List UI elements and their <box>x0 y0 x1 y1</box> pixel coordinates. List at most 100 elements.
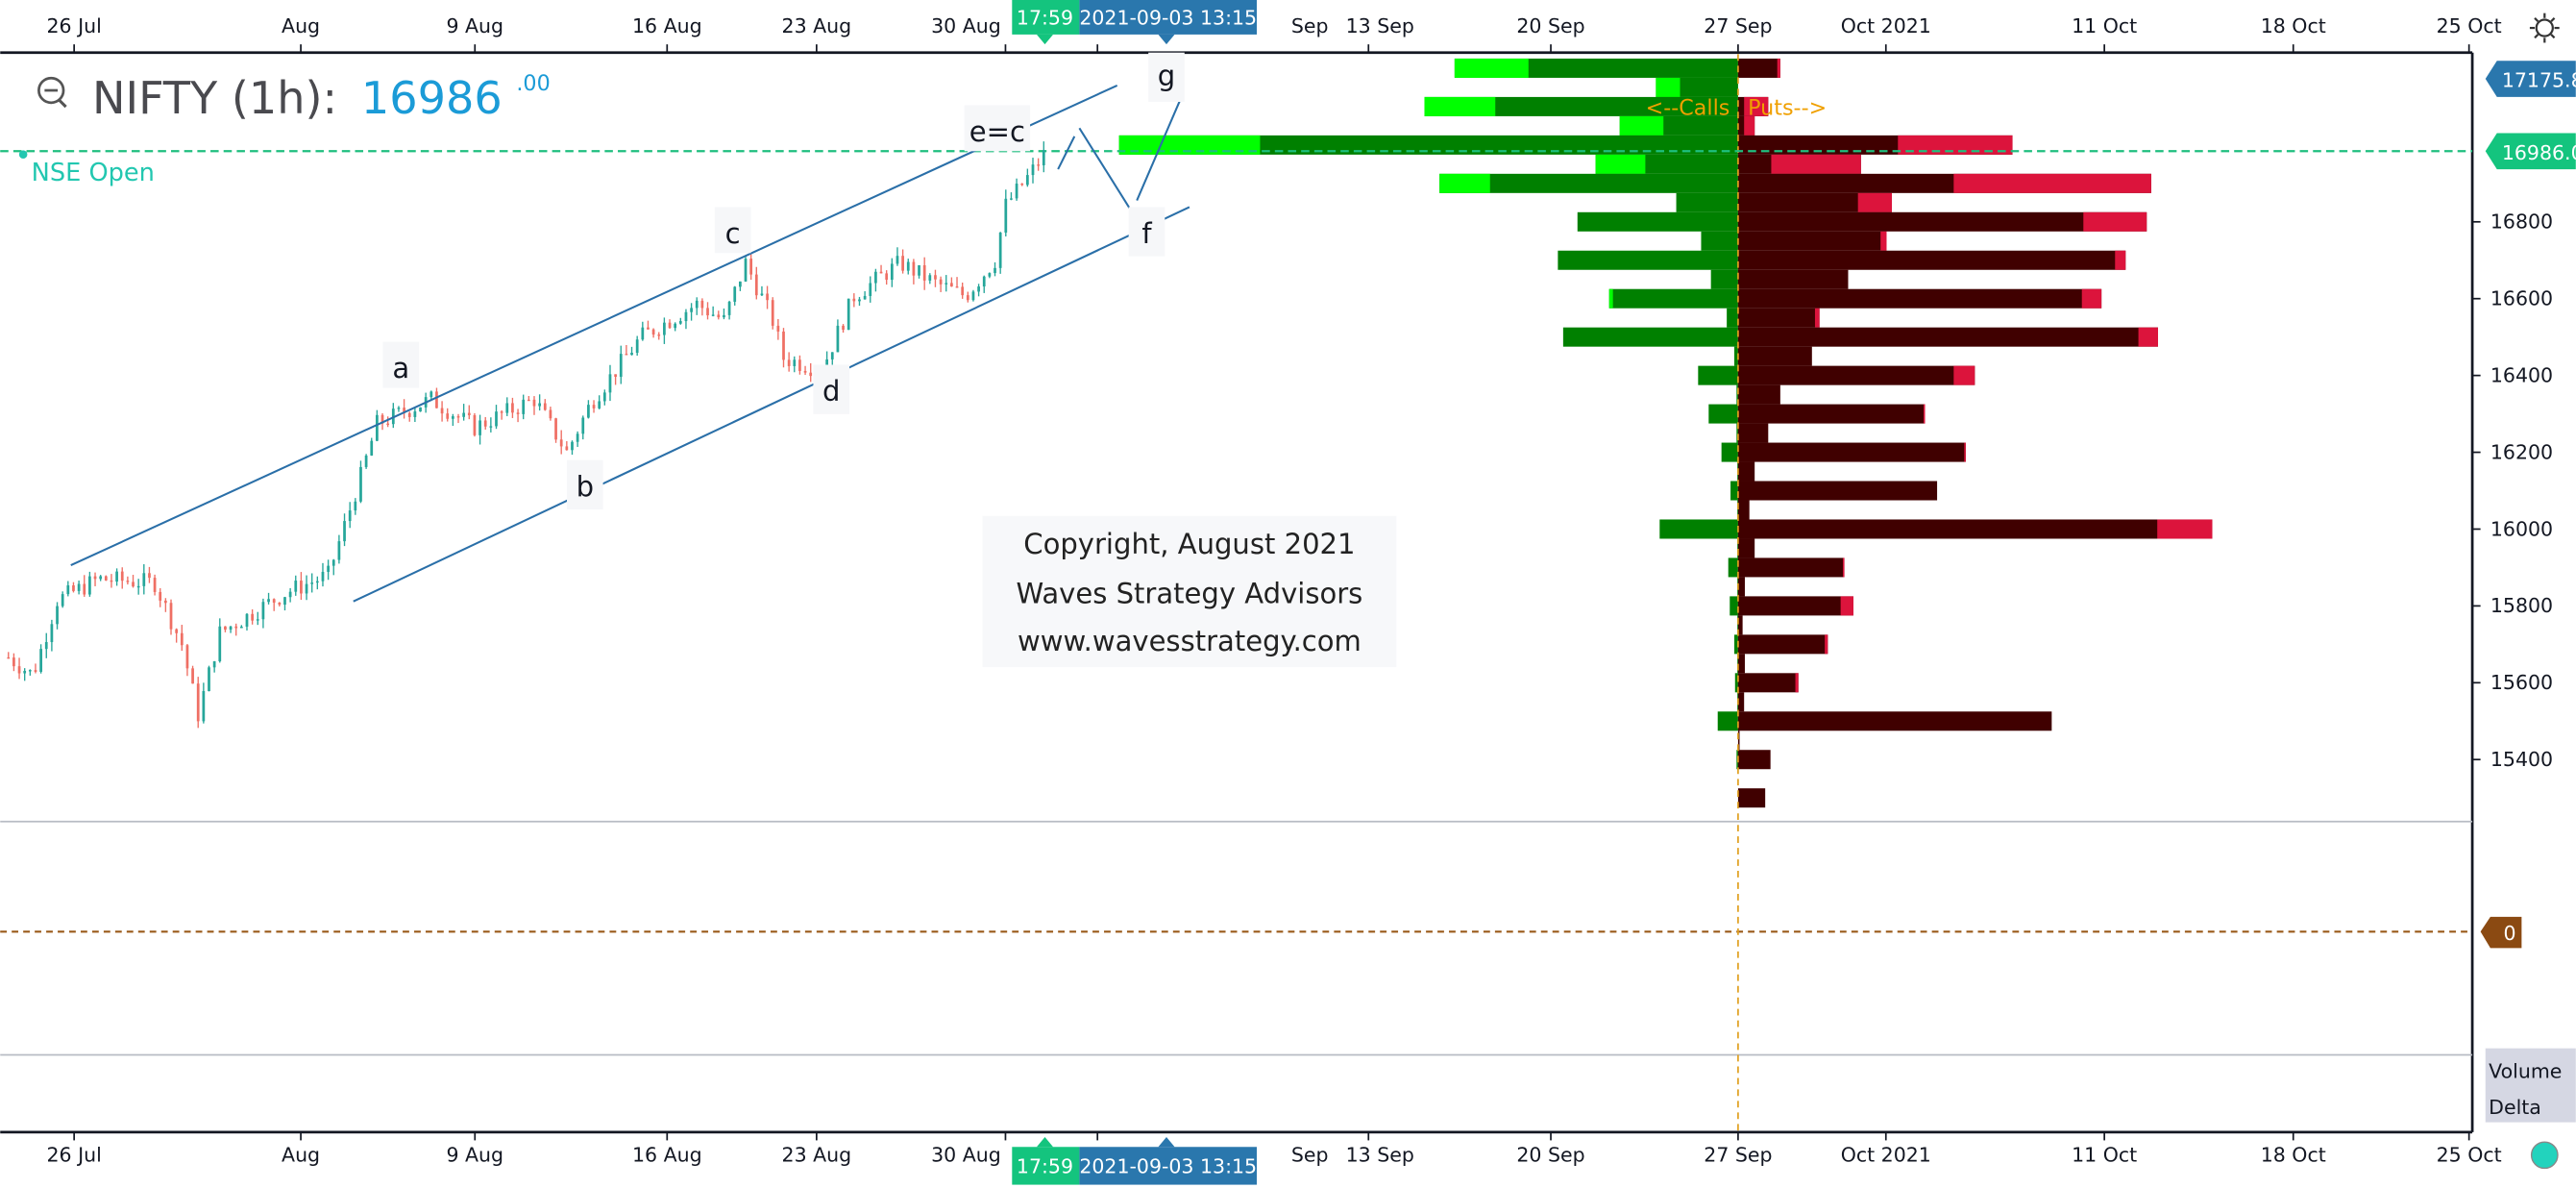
candle <box>142 564 146 595</box>
candle <box>950 277 953 287</box>
pane-legend[interactable]: Volume Delta <box>2485 1048 2576 1123</box>
calls-label: <--Calls <box>1646 96 1730 121</box>
candle <box>723 308 725 320</box>
candle <box>331 558 335 576</box>
price-tick-label: 15800 <box>2490 594 2553 617</box>
candle <box>1025 168 1029 187</box>
candle <box>890 258 894 287</box>
time-tick-label: 23 Aug <box>782 14 852 37</box>
candle <box>397 406 401 412</box>
time-tick-label: 25 Oct <box>2437 1144 2502 1167</box>
wave-label-d[interactable]: d <box>822 375 840 408</box>
channel-lower-line[interactable] <box>353 206 1190 603</box>
wave-label-g[interactable]: g <box>1158 60 1175 92</box>
candle <box>370 437 374 457</box>
candle <box>749 254 753 281</box>
puts-change-bar <box>1857 192 1892 212</box>
candle <box>527 396 530 402</box>
status-indicator-icon[interactable] <box>2530 1141 2559 1170</box>
candle <box>34 663 37 674</box>
puts-change-bar <box>1880 231 1887 251</box>
candle <box>239 625 243 629</box>
wave-label-b[interactable]: b <box>577 470 594 503</box>
candle <box>148 566 151 583</box>
puts-change-bar <box>2157 519 2213 539</box>
candle <box>776 319 780 340</box>
calls-bar <box>1727 308 1738 328</box>
crosshair-top-labels: 17:59 2021-09-03 13:15 <box>1012 0 1257 45</box>
candle <box>185 643 189 677</box>
candle <box>955 277 959 288</box>
channel-upper-line[interactable] <box>70 84 1118 567</box>
candle <box>321 562 325 587</box>
session-dot-icon <box>18 150 28 159</box>
last-price-tag-text: 16986.0 <box>2502 141 2576 164</box>
calls-bar <box>1737 538 1738 558</box>
candle <box>668 319 672 330</box>
candle <box>966 291 969 303</box>
puts-change-bar <box>1744 115 1755 136</box>
zoom-out-icon[interactable] <box>37 76 67 109</box>
copyright-note[interactable]: Copyright, August 2021 Waves Strategy Ad… <box>982 515 1397 668</box>
time-tick-label: Oct 2021 <box>1841 1144 1931 1167</box>
time-tick-label: 23 Aug <box>782 1144 852 1167</box>
puts-bar <box>1737 250 2126 270</box>
bottom-time-axis[interactable]: 26 Jul Aug 9 Aug 16 Aug 23 Aug 30 Aug Sep 13 Se… <box>46 1131 2502 1167</box>
puts-change-bar <box>1953 173 2151 193</box>
crosshair-time-bottom: 17:59 <box>1017 1155 1073 1178</box>
candle <box>440 401 444 422</box>
wave-label-f[interactable]: f <box>1141 217 1152 250</box>
candle <box>403 399 405 419</box>
candle <box>939 276 943 292</box>
wave-label-a[interactable]: a <box>392 352 409 384</box>
candle <box>1020 183 1024 186</box>
puts-change-bar <box>2138 327 2158 347</box>
price-tick-label: 16200 <box>2490 440 2553 463</box>
candle <box>300 572 303 601</box>
puts-change-bar <box>1771 154 1861 174</box>
candle <box>846 298 850 331</box>
wave-label-c[interactable]: c <box>725 217 741 250</box>
puts-bar <box>1737 346 1812 366</box>
time-tick-label: Oct 2021 <box>1841 14 1931 37</box>
time-tick-label: 25 Oct <box>2437 14 2502 37</box>
time-tick-label: 13 Sep <box>1346 1144 1414 1167</box>
puts-label: Puts--> <box>1748 96 1827 121</box>
candle <box>830 352 834 367</box>
candle <box>988 272 992 279</box>
projection-leg[interactable] <box>1078 127 1133 213</box>
calls-bar <box>1659 519 1738 539</box>
price-axis[interactable]: 16800 16600 16400 16200 16000 15800 15600 15400 <box>2472 210 2553 771</box>
settings-gear-icon[interactable] <box>2529 12 2560 43</box>
projection-leg[interactable] <box>1136 93 1185 201</box>
elliott-channel[interactable] <box>70 84 1190 603</box>
puts-bar <box>1737 557 1845 578</box>
calls-bar <box>1733 346 1738 366</box>
puts-change-bar <box>1953 365 1975 385</box>
candle <box>446 408 450 422</box>
calls-bar <box>1728 557 1738 578</box>
last-price-decimals: .00 <box>516 71 550 96</box>
top-time-axis[interactable]: 26 Jul Aug 9 Aug 16 Aug 23 Aug 30 Aug Sep 13 Se… <box>46 14 2502 53</box>
puts-bar <box>1737 288 2102 309</box>
wave-label-e[interactable]: e=c <box>969 115 1025 148</box>
candle <box>267 592 270 605</box>
time-tick-label: 18 Oct <box>2261 14 2326 37</box>
candle <box>576 431 579 447</box>
projection-leg[interactable] <box>1057 136 1076 170</box>
candle <box>310 573 314 593</box>
pane-label-volume: Volume <box>2489 1059 2562 1082</box>
candle <box>918 264 920 279</box>
candle <box>961 282 965 299</box>
calls-change-bar <box>1619 115 1664 136</box>
calls-change-bar <box>1424 96 1496 116</box>
puts-bar <box>1737 634 1828 655</box>
candle <box>842 324 845 334</box>
candle <box>256 611 259 626</box>
session-label: NSE Open <box>32 159 155 187</box>
puts-change-bar <box>2115 250 2126 270</box>
calls-bar <box>1439 173 1738 193</box>
candle <box>44 632 48 658</box>
price-tick-label: 15600 <box>2490 671 2553 694</box>
